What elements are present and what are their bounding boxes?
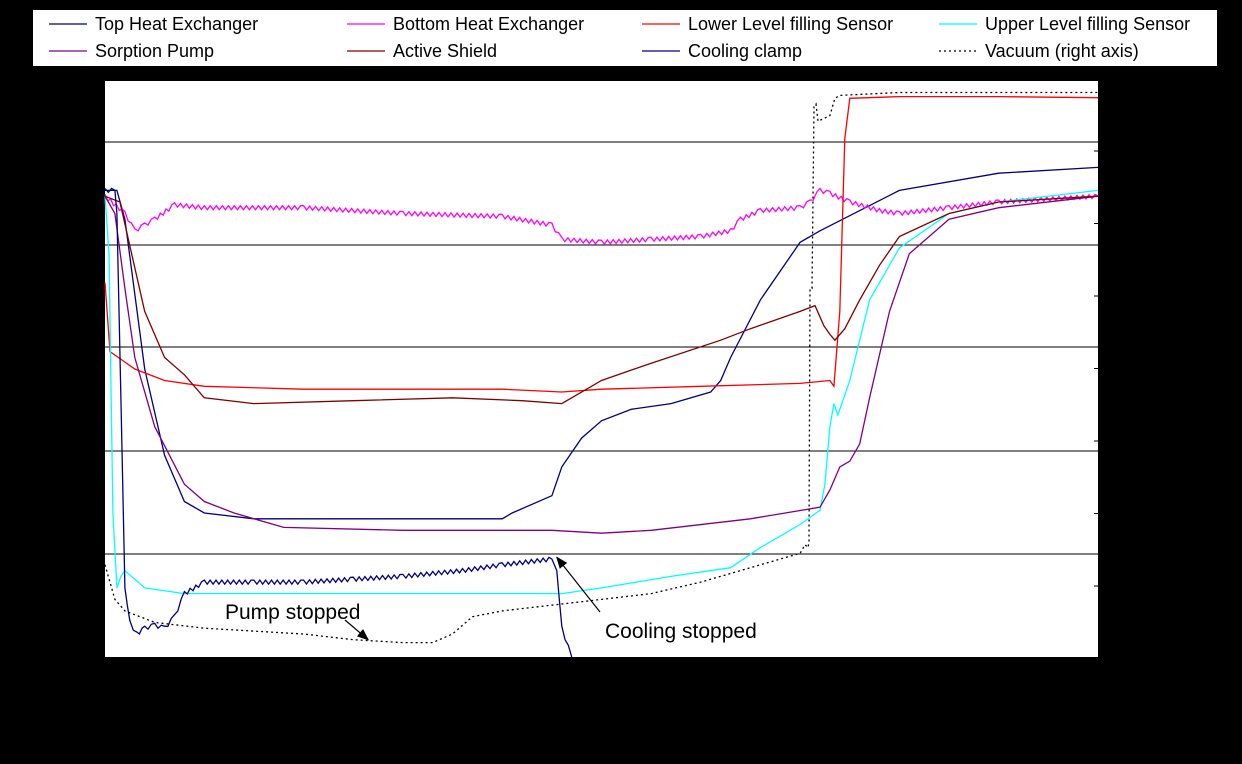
series-lines <box>104 91 1099 658</box>
annotation-arrow <box>556 556 601 613</box>
annotation-label: Pump stopped <box>225 601 360 624</box>
series-line-1 <box>105 166 1099 520</box>
legend-label: Lower Level filling Sensor <box>688 14 893 34</box>
legend-label: Active Shield <box>393 41 497 61</box>
legend-label: Sorption Pump <box>95 41 214 61</box>
annotation-label: Cooling stopped <box>605 620 757 643</box>
legend-label: Vacuum (right axis) <box>985 41 1139 61</box>
legend-label: Top Heat Exchanger <box>95 14 258 34</box>
series-line-2 <box>104 187 1099 246</box>
right-axis-ticks <box>1094 150 1098 659</box>
legend-items: Top Heat Exchanger Bottom Heat Exchanger L… <box>49 14 1190 61</box>
series-line-6 <box>104 195 1099 405</box>
annotation-arrow <box>344 619 370 641</box>
annotations: Pump stopped Cooling stopped <box>225 556 757 643</box>
legend-label: Bottom Heat Exchanger <box>393 14 584 34</box>
chart-legend <box>33 10 1217 66</box>
series-line-7 <box>104 187 573 658</box>
series-line-3 <box>104 95 1099 393</box>
series-line-4 <box>104 189 1099 595</box>
series-line-8 <box>104 91 1098 644</box>
legend-label: Cooling clamp <box>688 41 802 61</box>
legend-label: Upper Level filling Sensor <box>985 14 1190 34</box>
plot-area <box>105 81 1098 657</box>
series-line-5 <box>104 195 1099 534</box>
gridlines <box>105 141 1098 555</box>
